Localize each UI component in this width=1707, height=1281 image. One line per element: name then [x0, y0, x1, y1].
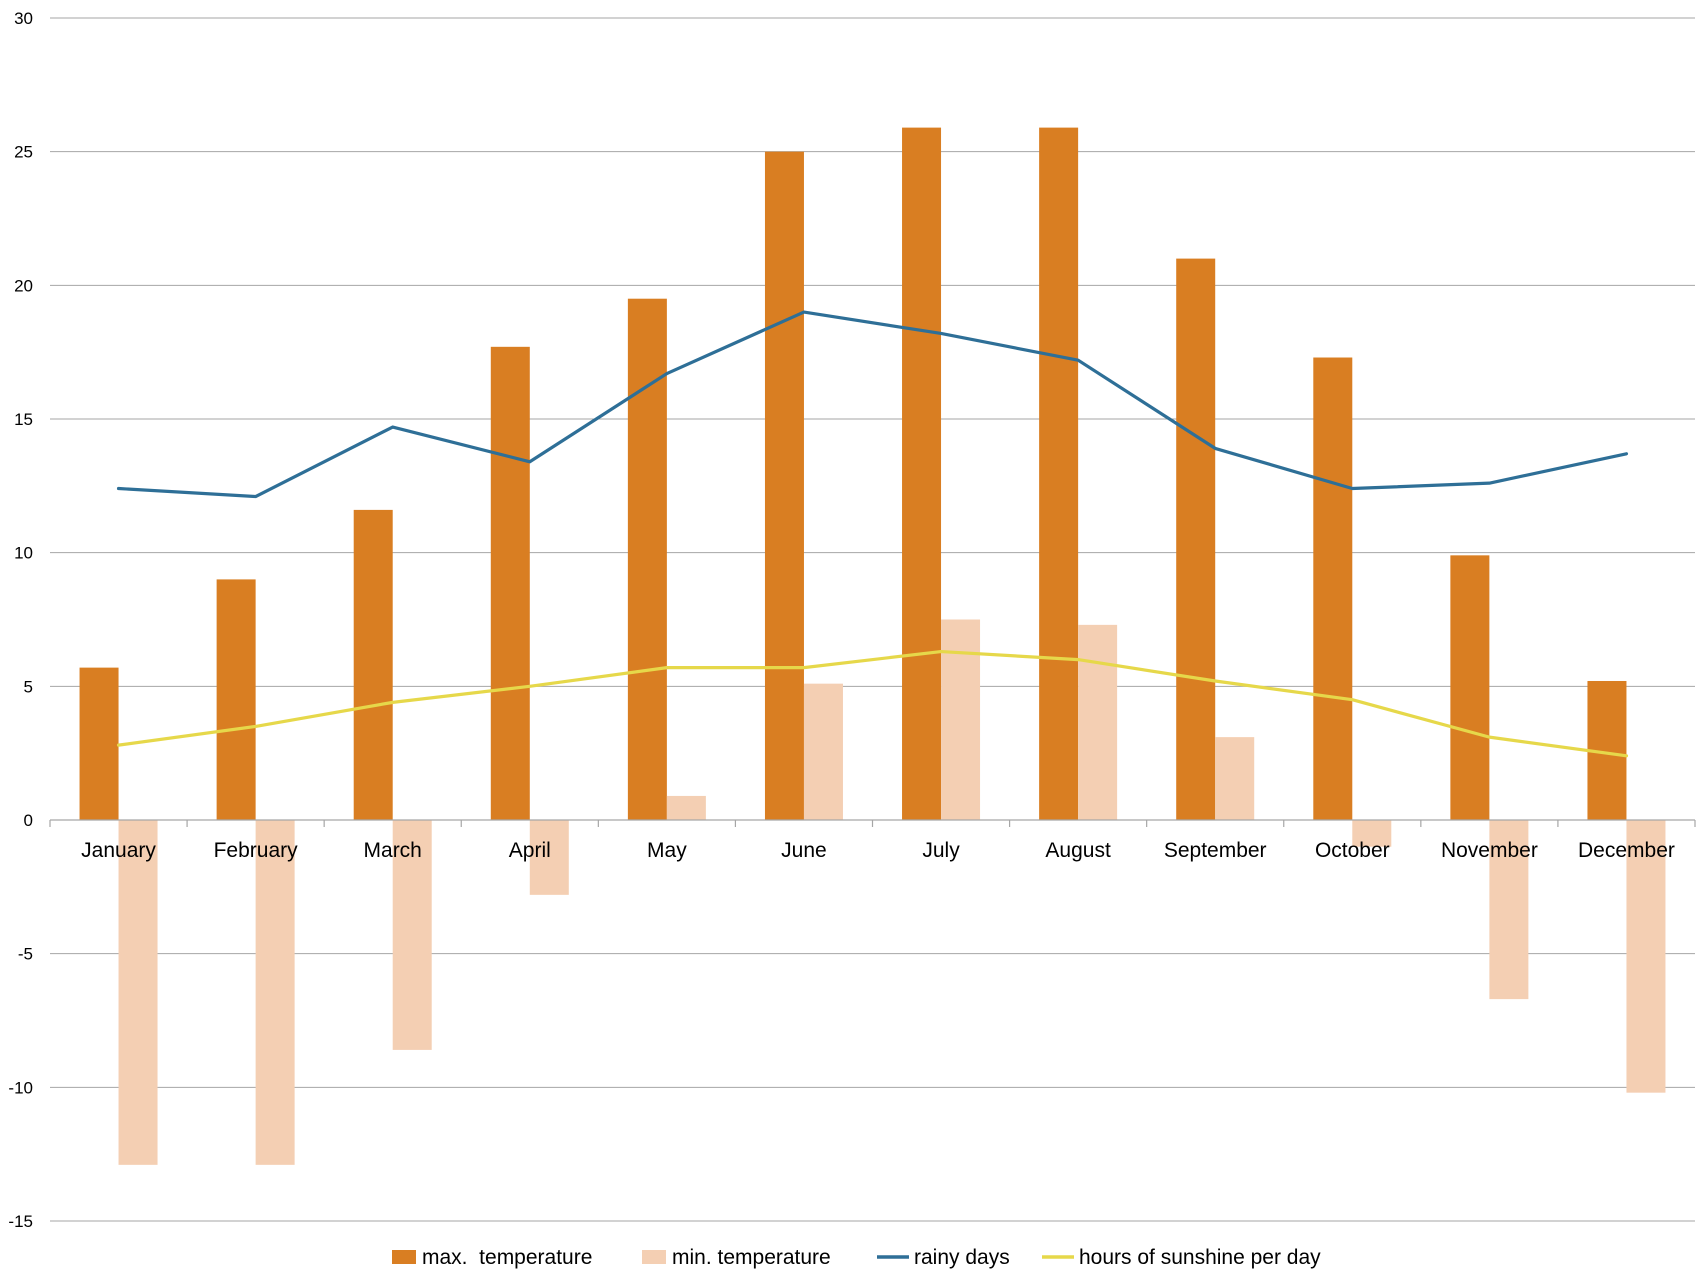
max-temperature-bar [353, 509, 393, 820]
y-axis-tick-labels: 30 25 20 15 10 5 0 -5 -10 -15 [8, 9, 33, 1231]
gridlines [50, 17, 1695, 1222]
bars [79, 127, 1666, 1165]
max-temperature-bar [1313, 357, 1353, 820]
min-temperature-bar [1489, 820, 1529, 1000]
y-tick-label: 25 [14, 143, 33, 162]
min-temperature-bar [1626, 820, 1666, 1093]
legend-label: hours of sunshine per day [1079, 1246, 1321, 1269]
rainy-days-line [116, 310, 1629, 499]
legend-swatch [642, 1250, 666, 1264]
x-category-label: December [1578, 839, 1675, 862]
legend-label: rainy days [914, 1246, 1010, 1269]
min-temperature-bar [1215, 737, 1255, 820]
legend-label: max. temperature [422, 1246, 592, 1269]
y-tick-label: -5 [18, 945, 33, 964]
y-tick-label: -10 [8, 1078, 33, 1097]
x-category-label: March [364, 839, 422, 862]
y-tick-label: 5 [24, 677, 33, 696]
x-category-label: September [1164, 839, 1267, 862]
x-category-label: June [781, 839, 827, 862]
x-category-label: April [509, 839, 551, 862]
y-tick-label: 0 [24, 811, 33, 830]
y-tick-label: 20 [14, 276, 33, 295]
min-temperature-bar [803, 683, 843, 820]
x-category-label: October [1315, 839, 1390, 862]
x-category-label: February [214, 839, 299, 862]
legend: max. temperature min. temperature rainy da… [392, 1246, 1321, 1269]
legend-label: min. temperature [672, 1246, 831, 1269]
max-temperature-bar [1039, 127, 1079, 820]
min-temperature-bar [118, 820, 158, 1165]
min-temperature-bar [941, 619, 981, 820]
y-tick-label: 30 [14, 9, 33, 28]
y-tick-label: 10 [14, 544, 33, 563]
sunshine-hours-line [116, 649, 1629, 758]
max-temperature-bar [216, 579, 256, 820]
lines [116, 310, 1629, 758]
max-temperature-bar [1450, 555, 1490, 820]
y-tick-label: 15 [14, 410, 33, 429]
min-temperature-bar [666, 795, 706, 820]
min-temperature-bar [255, 820, 295, 1165]
y-tick-label: -15 [8, 1212, 33, 1231]
max-temperature-bar [764, 151, 804, 820]
x-category-label: November [1441, 839, 1538, 862]
x-axis-category-labels: January February March April May June July Augu… [81, 839, 1675, 862]
max-temperature-bar [490, 346, 530, 820]
legend-swatch [392, 1250, 416, 1264]
min-temperature-bar [529, 820, 569, 895]
x-axis [49, 819, 1696, 827]
max-temperature-bar [79, 667, 119, 820]
min-temperature-bar [1352, 820, 1392, 847]
x-category-label: January [81, 839, 156, 862]
max-temperature-bar [1176, 258, 1216, 821]
x-category-label: August [1045, 839, 1111, 862]
x-category-label: May [647, 839, 687, 862]
min-temperature-bar [1078, 624, 1118, 820]
min-temperature-bar [392, 820, 432, 1050]
max-temperature-bar [902, 127, 942, 820]
x-category-label: July [922, 839, 960, 862]
